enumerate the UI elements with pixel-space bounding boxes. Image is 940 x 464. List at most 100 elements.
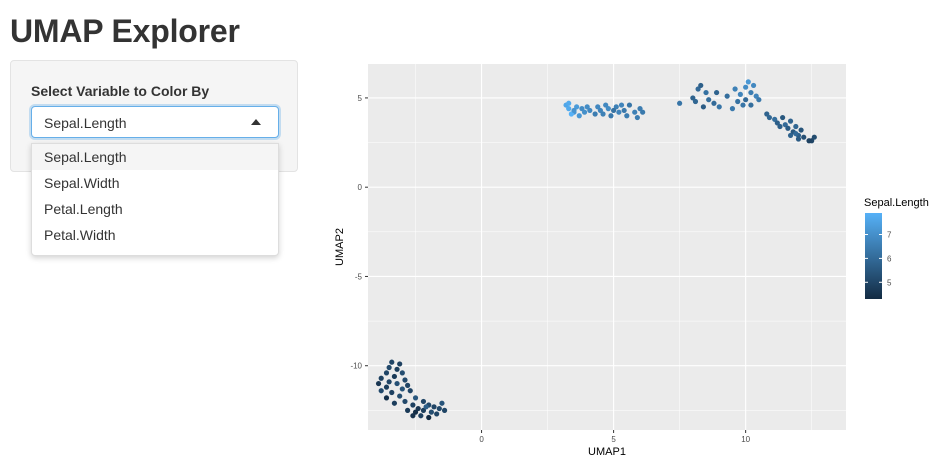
data-point xyxy=(579,106,585,112)
data-point xyxy=(777,123,783,130)
data-point xyxy=(415,405,421,412)
data-point xyxy=(677,100,683,106)
data-point xyxy=(787,132,794,139)
data-point xyxy=(592,111,598,117)
data-point xyxy=(756,97,762,103)
data-point xyxy=(418,413,424,419)
data-point xyxy=(391,373,398,380)
data-point xyxy=(613,104,619,110)
data-point xyxy=(626,102,633,108)
y-tick-label: 5 xyxy=(358,94,363,103)
data-point xyxy=(420,407,427,413)
data-point xyxy=(774,120,780,126)
y-tick-label: -5 xyxy=(355,272,363,281)
data-point xyxy=(743,97,749,103)
data-point xyxy=(595,104,601,110)
data-point xyxy=(801,134,807,140)
data-point xyxy=(568,111,574,117)
data-point xyxy=(611,107,617,114)
data-point xyxy=(431,404,437,410)
data-point xyxy=(571,107,577,114)
data-point xyxy=(576,113,582,119)
legend-title: Sepal.Length xyxy=(864,197,929,209)
data-point xyxy=(386,364,392,371)
data-point xyxy=(399,370,405,376)
data-point xyxy=(785,125,791,131)
data-point xyxy=(706,97,712,103)
data-point xyxy=(389,359,395,365)
minor-grid xyxy=(368,64,846,430)
data-point xyxy=(391,400,398,406)
data-point xyxy=(397,393,403,399)
y-axis-label: UMAP2 xyxy=(334,228,346,266)
data-point xyxy=(795,136,802,142)
data-point xyxy=(743,84,749,90)
data-point xyxy=(806,138,812,144)
data-point xyxy=(703,89,709,96)
major-grid xyxy=(368,64,846,430)
legend-tick-label: 5 xyxy=(887,278,892,287)
data-point xyxy=(695,86,701,92)
data-point xyxy=(434,411,440,417)
data-point xyxy=(402,377,408,383)
option-petal-length[interactable]: Petal.Length xyxy=(44,201,123,217)
data-point xyxy=(402,398,408,405)
x-tick-label: 10 xyxy=(741,435,750,444)
select-dropdown-menu: Sepal.Length Sepal.Width Petal.Length Pe… xyxy=(31,143,279,256)
legend-ticks: 7 6 5 xyxy=(865,231,892,287)
x-tick-label: 5 xyxy=(611,435,616,444)
data-point xyxy=(412,395,419,401)
data-point xyxy=(811,134,817,140)
legend-tick-label: 7 xyxy=(887,231,892,240)
color-variable-select[interactable]: Sepal.Length xyxy=(31,106,279,138)
data-point xyxy=(637,106,643,112)
y-tick-label: 0 xyxy=(358,183,363,192)
data-point xyxy=(600,111,606,117)
select-variable-label: Select Variable to Color By xyxy=(31,83,210,99)
data-point xyxy=(618,102,625,108)
data-point xyxy=(780,114,786,121)
option-sepal-length[interactable]: Sepal.Length xyxy=(32,144,278,170)
y-tick-label: -10 xyxy=(350,362,362,371)
data-point xyxy=(566,106,572,112)
data-point xyxy=(692,98,699,105)
option-sepal-width[interactable]: Sepal.Width xyxy=(44,175,120,191)
data-point xyxy=(748,89,754,96)
data-point xyxy=(787,118,794,124)
data-point xyxy=(753,93,759,99)
data-point xyxy=(716,104,722,110)
data-point xyxy=(428,409,434,415)
data-point xyxy=(383,395,390,401)
data-point xyxy=(621,107,627,114)
y-axis-ticks: 5 0 -5 -10 xyxy=(350,94,368,371)
data-point xyxy=(729,106,736,112)
data-point xyxy=(745,79,751,85)
option-petal-width[interactable]: Petal.Width xyxy=(44,227,116,243)
data-point xyxy=(793,131,799,137)
data-point xyxy=(412,409,419,415)
data-point xyxy=(724,93,730,99)
page-title: UMAP Explorer xyxy=(10,13,240,49)
data-point xyxy=(782,122,788,128)
sidebar-panel: Select Variable to Color By Sepal.Length xyxy=(10,60,298,172)
legend-colorbar xyxy=(865,213,882,299)
data-point xyxy=(439,400,445,406)
data-point xyxy=(713,89,720,96)
data-point xyxy=(793,123,799,130)
data-point xyxy=(624,113,630,119)
data-point xyxy=(405,382,411,388)
legend-tick-label: 6 xyxy=(887,254,892,263)
data-point xyxy=(603,102,609,108)
data-point xyxy=(597,107,603,114)
data-point xyxy=(405,407,411,413)
data-point xyxy=(605,106,611,112)
x-axis-label: UMAP1 xyxy=(588,446,626,458)
data-point xyxy=(766,114,773,121)
data-point xyxy=(772,116,778,122)
data-point xyxy=(732,86,738,92)
data-point xyxy=(386,379,392,385)
data-point xyxy=(410,413,416,419)
data-point xyxy=(410,402,416,408)
data-point xyxy=(740,102,746,108)
